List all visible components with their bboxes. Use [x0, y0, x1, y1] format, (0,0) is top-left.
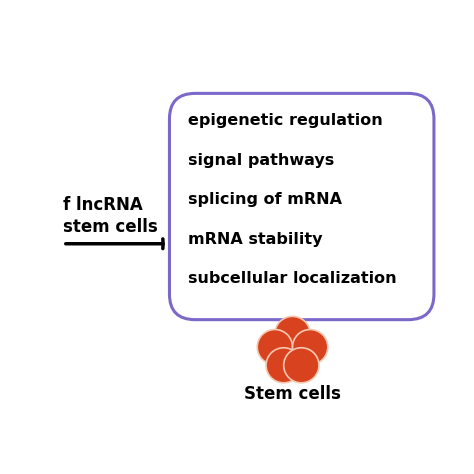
FancyBboxPatch shape: [169, 93, 434, 319]
Text: epigenetic regulation: epigenetic regulation: [188, 113, 383, 128]
Text: subcellular localization: subcellular localization: [188, 271, 396, 286]
Text: f lncRNA: f lncRNA: [63, 196, 143, 214]
Text: signal pathways: signal pathways: [188, 153, 334, 168]
Circle shape: [284, 348, 319, 383]
Circle shape: [257, 329, 292, 365]
Circle shape: [275, 316, 310, 351]
Text: mRNA stability: mRNA stability: [188, 231, 322, 246]
Circle shape: [292, 329, 328, 365]
Text: Stem cells: Stem cells: [244, 385, 341, 403]
Text: stem cells: stem cells: [63, 218, 158, 236]
Circle shape: [266, 348, 301, 383]
Text: splicing of mRNA: splicing of mRNA: [188, 192, 342, 207]
